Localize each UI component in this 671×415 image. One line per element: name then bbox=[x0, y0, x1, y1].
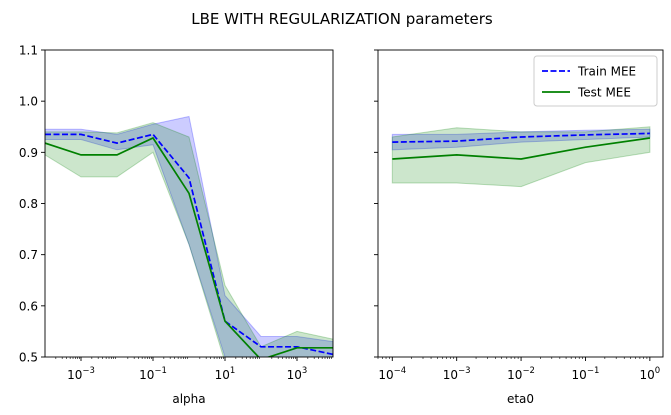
y-tick-label: 1.1 bbox=[19, 44, 38, 58]
train-mee-band bbox=[45, 115, 333, 357]
x-tick-label: 103 bbox=[287, 366, 308, 382]
x-tick-label: 10−3 bbox=[67, 366, 95, 382]
train-mee-band bbox=[391, 128, 651, 151]
y-tick-label: 0.9 bbox=[19, 146, 38, 160]
train-mee-line bbox=[45, 133, 333, 356]
x-tick-label: 101 bbox=[215, 366, 236, 382]
x-tick-label: 10−2 bbox=[507, 366, 535, 382]
figure-title: LBE WITH REGULARIZATION parameters bbox=[191, 10, 493, 28]
train-mee-line bbox=[392, 132, 650, 143]
plot-area bbox=[391, 126, 651, 188]
legend-label: Test MEE bbox=[577, 86, 631, 100]
alpha-subplot: 0.5 0.6 0.7 0.8 0.9 1.0 1.1 10−3 10−1 101 103 alpha bbox=[19, 44, 334, 406]
eta0-subplot: 10−4 10−3 10−2 10−1 100 eta0 Train MEE Test MEE bbox=[374, 49, 664, 406]
test-mee-line bbox=[392, 137, 651, 160]
x-tick-label: 10−1 bbox=[139, 366, 167, 382]
test-mee-band bbox=[45, 122, 333, 357]
y-tick-label: 0.5 bbox=[19, 351, 38, 365]
legend: Train MEE Test MEE bbox=[533, 55, 658, 107]
y-tick-label: 0.8 bbox=[19, 197, 38, 211]
x-axis-label: alpha bbox=[172, 392, 205, 406]
y-tick-label: 1.0 bbox=[19, 95, 38, 109]
legend-box bbox=[533, 55, 658, 107]
legend-label: Train MEE bbox=[577, 65, 636, 79]
x-tick-label: 10−1 bbox=[572, 366, 600, 382]
x-axis-label: eta0 bbox=[507, 392, 534, 406]
x-tick-label: 10−4 bbox=[378, 366, 406, 382]
plot-area bbox=[45, 115, 333, 357]
test-mee-line bbox=[45, 136, 333, 357]
x-tick-label: 100 bbox=[640, 366, 661, 382]
x-tick-label: 10−3 bbox=[443, 366, 471, 382]
y-tick-label: 0.7 bbox=[19, 248, 38, 262]
y-tick-label: 0.6 bbox=[19, 299, 38, 313]
